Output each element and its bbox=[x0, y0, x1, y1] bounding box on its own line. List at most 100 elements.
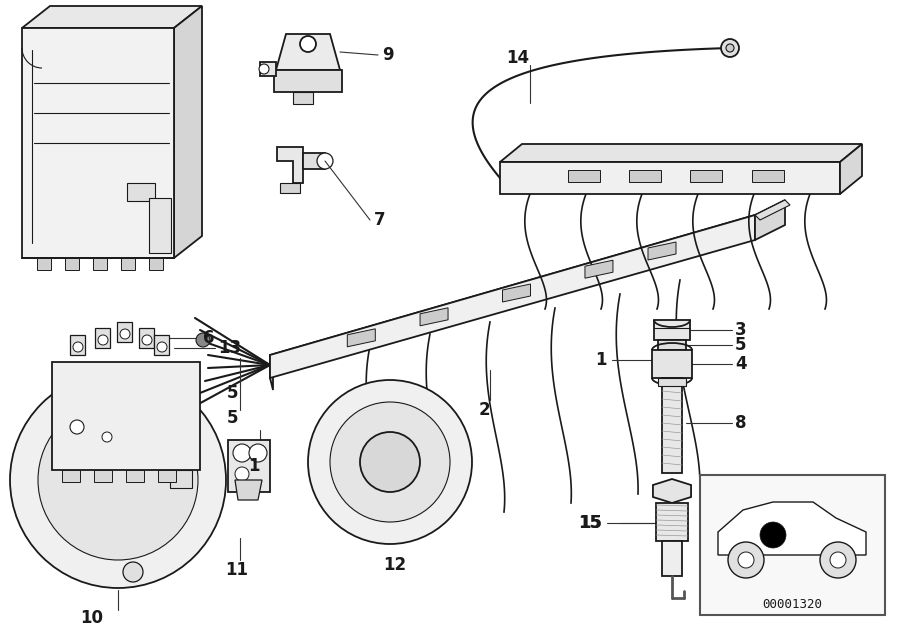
Text: 5: 5 bbox=[227, 384, 239, 402]
Bar bbox=[93, 258, 107, 270]
Bar bbox=[652, 350, 692, 378]
Text: 10: 10 bbox=[80, 609, 103, 627]
Circle shape bbox=[10, 372, 226, 588]
Text: 3: 3 bbox=[735, 321, 747, 339]
Bar bbox=[121, 258, 135, 270]
Text: 12: 12 bbox=[383, 556, 407, 574]
Polygon shape bbox=[568, 170, 600, 182]
Bar bbox=[500, 162, 840, 194]
Circle shape bbox=[249, 444, 267, 462]
Polygon shape bbox=[270, 355, 273, 390]
Circle shape bbox=[157, 342, 167, 352]
Circle shape bbox=[142, 335, 152, 345]
Circle shape bbox=[830, 552, 846, 568]
Bar bbox=[127, 183, 155, 201]
Text: 4: 4 bbox=[735, 355, 747, 373]
Bar bbox=[52, 362, 200, 470]
Polygon shape bbox=[420, 308, 448, 326]
Text: 9: 9 bbox=[382, 46, 393, 64]
Text: 6: 6 bbox=[203, 329, 214, 347]
Bar bbox=[662, 541, 682, 576]
Circle shape bbox=[123, 562, 143, 582]
Bar bbox=[154, 335, 169, 355]
Bar bbox=[158, 470, 176, 482]
Polygon shape bbox=[755, 200, 785, 240]
Circle shape bbox=[73, 342, 83, 352]
Polygon shape bbox=[277, 147, 303, 183]
Bar bbox=[662, 378, 682, 473]
Bar bbox=[280, 183, 300, 193]
Bar bbox=[62, 470, 80, 482]
Text: 15: 15 bbox=[579, 514, 602, 532]
Bar bbox=[260, 62, 276, 76]
Circle shape bbox=[726, 44, 734, 52]
Bar bbox=[149, 258, 163, 270]
Polygon shape bbox=[648, 242, 676, 260]
Text: 7: 7 bbox=[374, 211, 385, 229]
Text: 1: 1 bbox=[596, 351, 607, 369]
Polygon shape bbox=[585, 260, 613, 278]
Circle shape bbox=[120, 329, 130, 339]
Circle shape bbox=[259, 64, 269, 74]
Polygon shape bbox=[840, 144, 862, 194]
Text: 2: 2 bbox=[478, 401, 490, 419]
Circle shape bbox=[308, 380, 472, 544]
Circle shape bbox=[721, 39, 739, 57]
Text: 5: 5 bbox=[735, 336, 746, 354]
Text: 11: 11 bbox=[225, 561, 248, 579]
Text: 00001320: 00001320 bbox=[762, 599, 823, 612]
Polygon shape bbox=[347, 329, 375, 347]
Circle shape bbox=[317, 153, 333, 169]
Polygon shape bbox=[629, 170, 661, 182]
Circle shape bbox=[738, 552, 754, 568]
Bar bbox=[303, 153, 325, 169]
Text: 14: 14 bbox=[507, 49, 529, 67]
Bar bbox=[117, 322, 132, 342]
Polygon shape bbox=[502, 284, 530, 302]
Text: 13: 13 bbox=[218, 339, 241, 357]
Circle shape bbox=[196, 333, 210, 347]
Circle shape bbox=[70, 420, 84, 434]
Text: 8: 8 bbox=[735, 414, 746, 432]
Polygon shape bbox=[652, 479, 691, 503]
Bar bbox=[656, 503, 688, 541]
Circle shape bbox=[330, 402, 450, 522]
Bar bbox=[274, 70, 342, 92]
Bar bbox=[658, 378, 686, 386]
Polygon shape bbox=[690, 170, 723, 182]
Text: 15: 15 bbox=[579, 514, 601, 532]
Bar bbox=[139, 328, 154, 348]
Polygon shape bbox=[755, 200, 790, 220]
Polygon shape bbox=[718, 502, 866, 555]
Polygon shape bbox=[22, 6, 202, 28]
Text: 5: 5 bbox=[227, 409, 239, 427]
Polygon shape bbox=[500, 144, 862, 162]
Bar bbox=[658, 340, 686, 350]
Circle shape bbox=[760, 522, 786, 548]
Polygon shape bbox=[752, 170, 784, 182]
Bar bbox=[95, 328, 110, 348]
Bar bbox=[149, 198, 171, 253]
Circle shape bbox=[300, 36, 316, 52]
Circle shape bbox=[98, 335, 108, 345]
Text: 1: 1 bbox=[248, 457, 260, 475]
Circle shape bbox=[38, 400, 198, 560]
Polygon shape bbox=[270, 215, 758, 368]
Circle shape bbox=[233, 444, 251, 462]
Bar bbox=[228, 440, 270, 492]
Circle shape bbox=[102, 432, 112, 442]
Circle shape bbox=[360, 432, 420, 492]
Circle shape bbox=[820, 542, 856, 578]
Circle shape bbox=[728, 542, 764, 578]
Polygon shape bbox=[235, 480, 262, 500]
Bar bbox=[22, 28, 174, 258]
Bar bbox=[70, 335, 85, 355]
Bar bbox=[654, 320, 690, 340]
Polygon shape bbox=[270, 215, 755, 378]
Polygon shape bbox=[174, 6, 202, 258]
Bar bbox=[126, 470, 144, 482]
Polygon shape bbox=[293, 92, 313, 104]
Bar bbox=[65, 258, 79, 270]
Circle shape bbox=[235, 467, 249, 481]
Bar bbox=[94, 470, 112, 482]
